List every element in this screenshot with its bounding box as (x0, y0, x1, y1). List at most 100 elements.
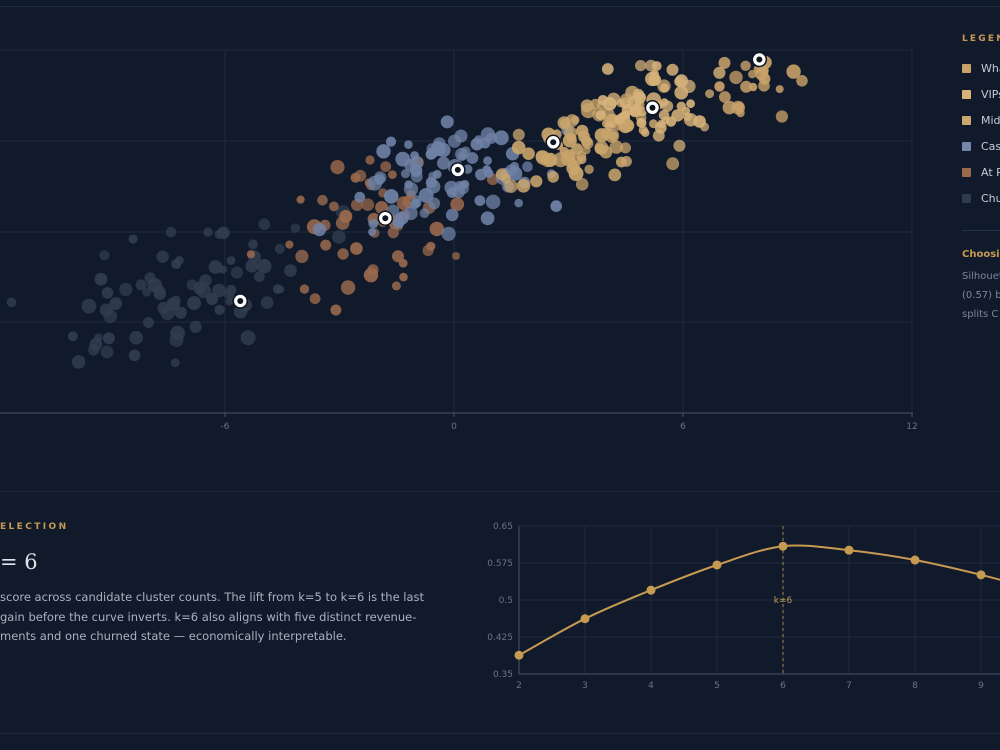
data-point (412, 195, 422, 204)
data-point (81, 298, 97, 314)
data-point (575, 178, 589, 191)
silhouette-point (646, 585, 656, 595)
data-point (602, 97, 617, 111)
data-point (368, 218, 379, 229)
legend-item-vips[interactable]: VIPs (962, 88, 1000, 102)
legend-item-mid-tier[interactable]: Mid-tier (962, 114, 1000, 128)
x-tick-label: 8 (912, 681, 918, 691)
data-point (284, 264, 297, 277)
data-point (645, 59, 657, 72)
legend: LEGEND Whales VIPs Mid-tier Casual At Ri… (962, 34, 1000, 205)
data-point (512, 128, 525, 141)
legend-item-whales[interactable]: Whales (962, 62, 1000, 76)
data-point (705, 89, 715, 99)
data-point (580, 103, 596, 119)
data-point (340, 280, 356, 295)
data-point (71, 355, 86, 369)
data-point (599, 145, 613, 159)
legend-item-casual[interactable]: Casual (962, 140, 1000, 154)
data-point (233, 304, 248, 319)
top-divider (0, 6, 1000, 7)
data-point (584, 164, 594, 174)
data-point (350, 242, 363, 255)
data-point (673, 139, 686, 152)
data-point (335, 216, 350, 230)
data-point (367, 175, 383, 191)
data-point (365, 155, 375, 165)
x-tick-label: 12 (906, 422, 917, 432)
data-point (290, 223, 301, 233)
data-point (135, 279, 147, 291)
silhouette-point (580, 614, 590, 624)
cluster-scatter-chart: -6 0 6 12 (0, 49, 918, 432)
x-tick-label: 3 (582, 681, 588, 691)
centroid-marker-core (382, 215, 389, 222)
data-point (101, 287, 114, 299)
data-point (796, 75, 808, 87)
data-point (330, 160, 345, 175)
data-point (522, 147, 535, 160)
data-point (361, 198, 375, 211)
data-point (609, 140, 623, 154)
data-point (109, 297, 123, 310)
data-point (419, 208, 430, 219)
data-point (700, 122, 710, 132)
data-point (94, 272, 108, 286)
data-point (337, 248, 349, 260)
data-point (608, 168, 622, 182)
silhouette-point (514, 650, 524, 660)
data-point (350, 172, 361, 183)
data-point (550, 200, 562, 212)
data-point (470, 137, 484, 151)
data-point (530, 175, 543, 188)
data-point (480, 211, 495, 226)
legend-swatch (962, 64, 971, 73)
data-point (94, 333, 103, 342)
data-point (620, 110, 630, 120)
selection-heading: = 6 (0, 550, 38, 574)
data-point (128, 234, 138, 244)
data-point (332, 230, 346, 244)
data-point (312, 223, 327, 237)
description-line: ments and one churned state — economical… (0, 629, 347, 643)
note-line: splits C (962, 309, 999, 320)
data-point (160, 305, 175, 321)
legend-label: Churned (981, 192, 1000, 205)
data-point (330, 304, 342, 316)
legend-swatch (962, 90, 971, 99)
data-point (452, 252, 460, 260)
y-tick-label: 0.575 (487, 559, 513, 569)
data-point (620, 142, 631, 154)
legend-swatch (962, 116, 971, 125)
data-point (482, 165, 492, 174)
silhouette-point (910, 555, 920, 565)
data-point (713, 66, 726, 79)
data-point (174, 306, 187, 319)
data-point (425, 149, 437, 160)
data-point (214, 229, 224, 239)
data-point (466, 152, 479, 164)
bottom-divider (0, 733, 1000, 734)
data-point (601, 63, 614, 75)
data-point (329, 201, 339, 212)
centroid-marker-core (454, 166, 461, 173)
data-point (119, 282, 133, 296)
data-point (398, 258, 408, 268)
data-point (729, 70, 743, 85)
optimal-k-label: k=6 (774, 596, 793, 606)
x-tick-label: 4 (648, 681, 654, 691)
data-point (511, 140, 526, 155)
legend-item-at-risk[interactable]: At Risk (962, 166, 1000, 180)
legend-title: LEGEND (962, 34, 1000, 44)
legend-item-churned[interactable]: Churned (962, 192, 1000, 206)
centroid-marker-core (649, 104, 656, 111)
data-point (748, 70, 757, 79)
data-point (403, 182, 419, 197)
data-point (385, 136, 397, 147)
data-point (567, 158, 578, 170)
data-point (128, 349, 141, 362)
data-point (102, 332, 115, 345)
data-point (368, 228, 377, 236)
data-point (260, 296, 274, 309)
data-point (392, 216, 405, 229)
